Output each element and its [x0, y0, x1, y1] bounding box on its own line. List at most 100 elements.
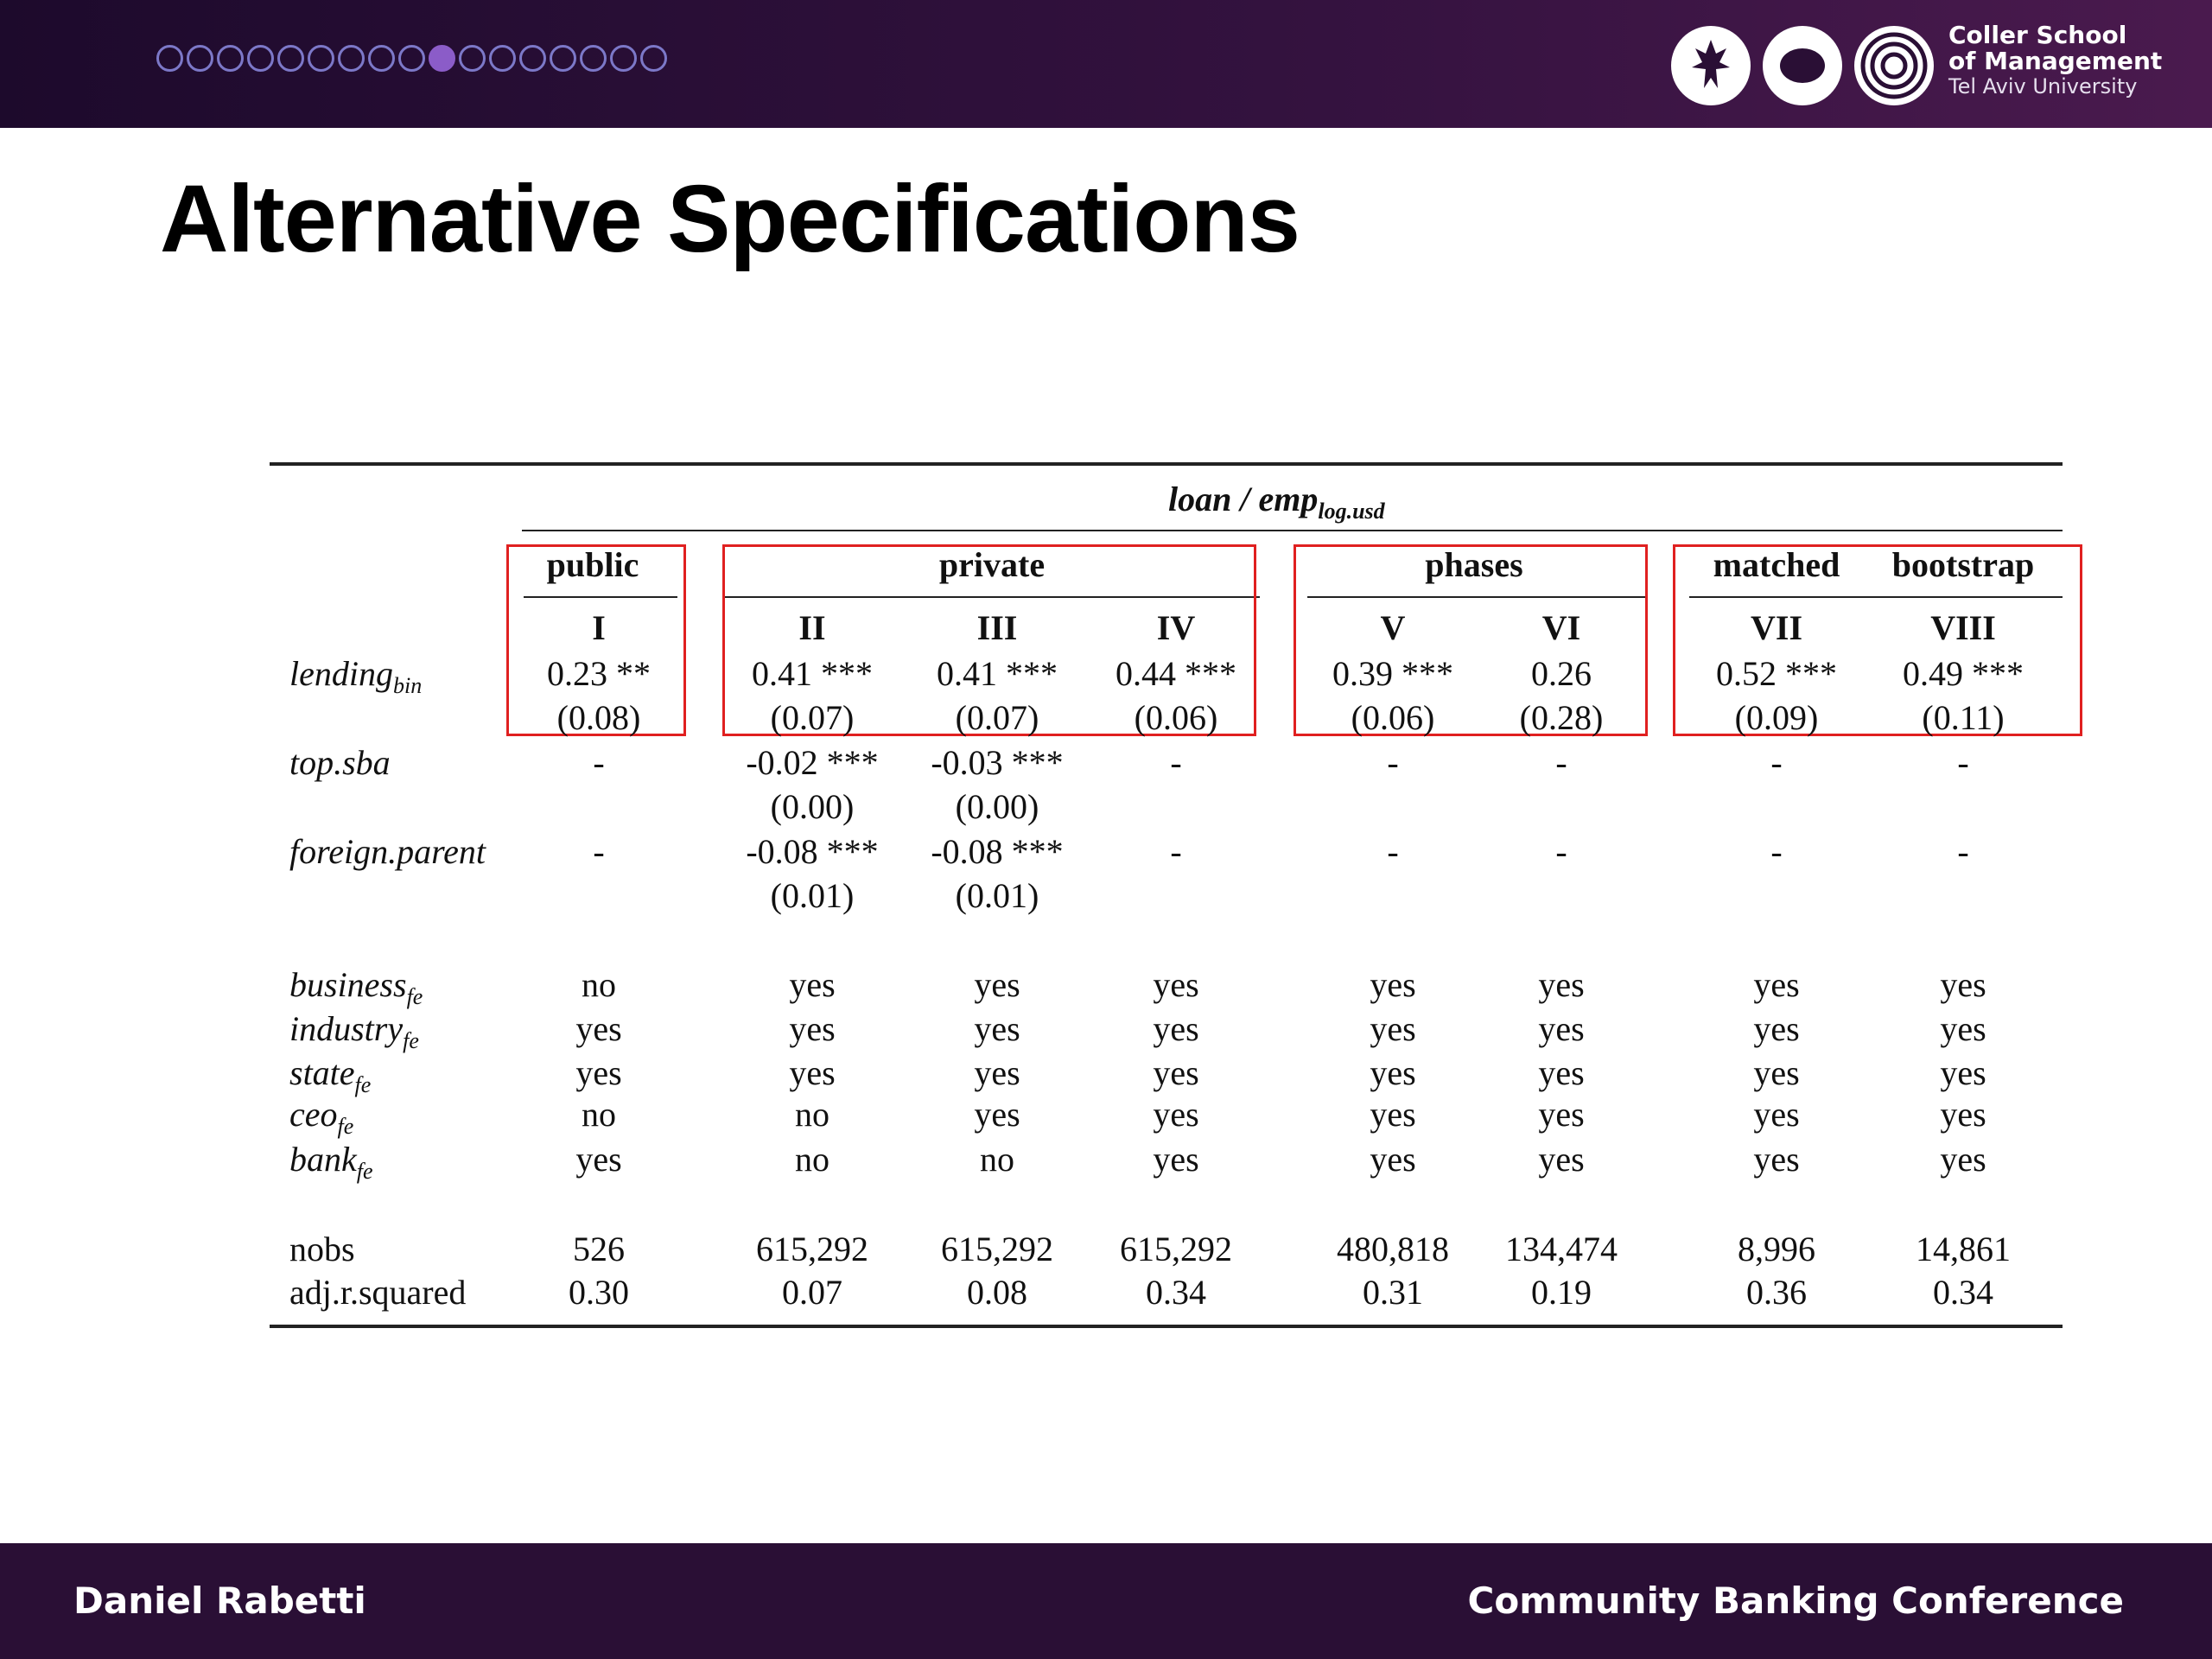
private-underline [724, 596, 1260, 598]
row-label-text: state [289, 1053, 355, 1092]
footer-bar [0, 1543, 2212, 1659]
fixed-effect-cell: yes [1153, 1053, 1199, 1092]
fixed-effect-cell: no [582, 1095, 616, 1134]
row-label-text: ceo [289, 1095, 338, 1134]
coefficient-cell: - [1555, 743, 1567, 782]
table-top-rule [270, 462, 2063, 466]
statistic-cell: 0.19 [1531, 1273, 1592, 1312]
fixed-effect-cell: no [980, 1140, 1014, 1179]
coefficient-cell: -0.03 *** [931, 743, 1064, 782]
row-label-subscript: fe [356, 1159, 373, 1184]
fixed-effect-cell: yes [789, 1009, 836, 1048]
fixed-effect-cell: yes [1370, 1053, 1416, 1092]
row-label: adj.r.squared [289, 1274, 466, 1312]
progress-dot [459, 45, 486, 72]
progress-dot [550, 45, 576, 72]
fixed-effect-cell: yes [1538, 1009, 1585, 1048]
fixed-effect-cell: yes [1538, 965, 1585, 1004]
group-header: private [938, 545, 1046, 584]
org-line-2: of Management [1948, 47, 2163, 75]
progress-dot [640, 45, 667, 72]
coefficient-cell: - [1387, 743, 1399, 782]
table-bottom-rule [270, 1325, 2063, 1328]
fixed-effect-cell: yes [1753, 965, 1800, 1004]
coefficient-cell: -0.08 *** [931, 832, 1064, 871]
group-header: public [546, 545, 639, 584]
highlight-box-matched-bootstrap [1673, 544, 2082, 736]
statistic-cell: 0.31 [1363, 1273, 1423, 1312]
statistic-cell: 0.34 [1933, 1273, 1993, 1312]
fixed-effect-cell: yes [1370, 1140, 1416, 1179]
row-label-subscript: fe [354, 1072, 372, 1097]
fixed-effect-cell: yes [1753, 1140, 1800, 1179]
progress-dot-active [429, 45, 455, 72]
fixed-effect-cell: yes [1940, 965, 1986, 1004]
emblem-circle-3 [1854, 26, 1934, 105]
std-error-cell: (0.11) [1922, 698, 2005, 737]
fixed-effect-cell: yes [1538, 1140, 1585, 1179]
statistic-cell: 0.34 [1146, 1273, 1206, 1312]
fixed-effect-cell: yes [1538, 1053, 1585, 1092]
statistic-cell: 14,861 [1916, 1230, 2011, 1268]
fixed-effect-cell: yes [1940, 1095, 1986, 1134]
footer-conference: Community Banking Conference [1467, 1580, 2124, 1622]
group-header: matched [1713, 545, 1840, 584]
fixed-effect-cell: no [795, 1140, 830, 1179]
statistic-cell: 0.30 [569, 1273, 629, 1312]
row-label-subscript: bin [392, 673, 423, 698]
statistic-cell: 480,818 [1337, 1230, 1449, 1268]
coefficient-cell: - [1770, 743, 1783, 782]
phases-underline [1307, 596, 1646, 598]
fixed-effect-cell: yes [575, 1053, 622, 1092]
group-header: bootstrap [1891, 545, 2035, 584]
tree-emblem-icon [1692, 40, 1730, 88]
fixed-effect-cell: yes [789, 1053, 836, 1092]
fixed-effect-cell: yes [1153, 1140, 1199, 1179]
row-label-text: adj.r.squared [289, 1273, 467, 1312]
matched-bootstrap-underline [1689, 596, 2063, 598]
fixed-effect-cell: yes [1753, 1009, 1800, 1048]
row-label-text: lending [289, 654, 393, 693]
row-label: bankfe [289, 1141, 373, 1191]
fixed-effect-cell: yes [1753, 1053, 1800, 1092]
fixed-effect-cell: no [582, 965, 616, 1004]
concentric-ring-inner [1870, 41, 1918, 90]
statistic-cell: 0.08 [967, 1273, 1027, 1312]
row-label: nobs [289, 1230, 355, 1268]
row-label-subscript: fe [403, 1028, 419, 1053]
slide-progress-dots [156, 45, 667, 76]
fixed-effect-cell: yes [1153, 1009, 1199, 1048]
dependent-variable-subscript: log.usd [1318, 499, 1385, 524]
statistic-cell: 615,292 [1120, 1230, 1232, 1268]
group-header: phases [1425, 545, 1523, 584]
column-header: V [1380, 608, 1406, 647]
coefficient-cell: - [1170, 832, 1182, 871]
dependent-variable-label: loan / emplog.usd [1168, 479, 1385, 524]
fixed-effect-cell: yes [575, 1140, 622, 1179]
row-label-subscript: fe [406, 984, 423, 1009]
fixed-effect-cell: yes [1753, 1095, 1800, 1134]
row-label: top.sba [289, 744, 391, 782]
highlight-box-public [506, 544, 686, 736]
coefficient-cell: - [1555, 832, 1567, 871]
coefficient-cell: 0.41 *** [937, 654, 1058, 693]
concentric-ring-outer [1860, 32, 1928, 99]
coefficient-cell: - [593, 832, 605, 871]
coefficient-cell: - [1957, 832, 1969, 871]
fixed-effect-cell: yes [1370, 1095, 1416, 1134]
progress-dot [156, 45, 183, 72]
fixed-effect-cell: yes [1153, 965, 1199, 1004]
row-label-text: bank [289, 1140, 357, 1179]
header-bar: Coller School of Management Tel Aviv Uni… [0, 0, 2212, 128]
org-line-1: Coller School [1948, 21, 2127, 49]
coefficient-cell: 0.52 *** [1716, 654, 1837, 693]
std-error-cell: (0.06) [1134, 698, 1218, 737]
progress-dot [368, 45, 395, 72]
fixed-effect-cell: yes [974, 1095, 1020, 1134]
fixed-effect-cell: yes [974, 1009, 1020, 1048]
column-header: VI [1541, 608, 1581, 647]
row-label: industryfe [289, 1010, 419, 1060]
progress-dot [610, 45, 637, 72]
org-name: Coller School of Management Tel Aviv Uni… [1948, 22, 2162, 99]
org-line-3: Tel Aviv University [1948, 74, 2138, 99]
